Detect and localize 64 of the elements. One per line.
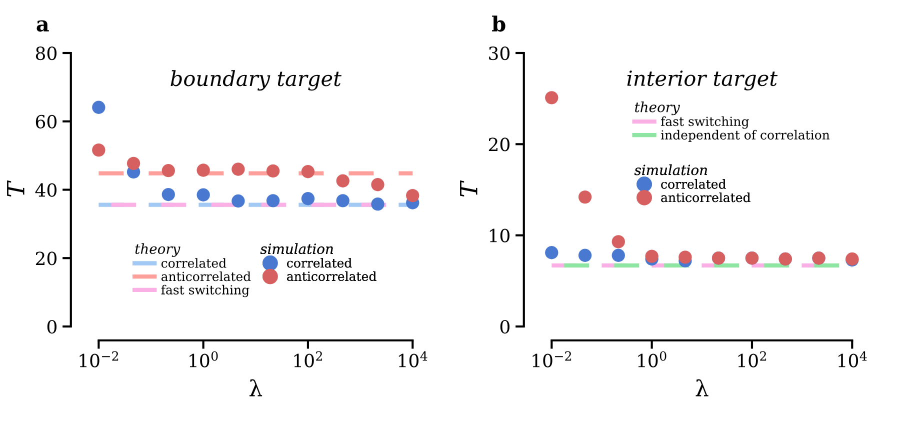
text: theory bbox=[635, 102, 680, 116]
text: interior target bbox=[627, 70, 778, 90]
y-tick-label: 60 bbox=[36, 114, 56, 128]
point bbox=[266, 164, 280, 178]
point bbox=[301, 165, 315, 178]
y-tick-label: 0 bbox=[47, 320, 56, 334]
point bbox=[645, 250, 658, 263]
x-tick-label: 10$^{0}$ bbox=[638, 351, 666, 368]
point bbox=[301, 192, 315, 206]
text: simulation bbox=[634, 164, 708, 176]
y-axis-title: T bbox=[7, 180, 24, 196]
point bbox=[232, 162, 245, 176]
point bbox=[126, 156, 140, 170]
legend-label: correlated bbox=[661, 179, 726, 189]
x-axis-title: λ bbox=[250, 379, 262, 396]
point bbox=[162, 164, 175, 178]
point bbox=[266, 194, 280, 208]
point bbox=[371, 198, 384, 211]
point bbox=[406, 188, 420, 202]
point bbox=[545, 91, 558, 104]
point bbox=[612, 248, 625, 262]
point bbox=[612, 235, 625, 248]
x-tick-label: 10$^{4}$ bbox=[838, 351, 867, 368]
point bbox=[678, 250, 692, 264]
legend-label: anticorrelated bbox=[287, 271, 376, 282]
legend-label: anticorrelated bbox=[161, 271, 251, 282]
y-axis-title: T bbox=[460, 180, 478, 196]
point bbox=[232, 194, 245, 208]
point bbox=[578, 248, 592, 262]
point bbox=[196, 164, 210, 177]
point bbox=[578, 190, 592, 204]
y-tick-label: 20 bbox=[36, 252, 56, 266]
legend-label: correlated bbox=[161, 258, 226, 268]
point bbox=[545, 246, 558, 260]
y-tick-label: 20 bbox=[488, 138, 510, 152]
point bbox=[92, 100, 106, 114]
point bbox=[92, 143, 106, 157]
text: b bbox=[492, 16, 506, 32]
point bbox=[196, 188, 210, 202]
text: boundary target bbox=[170, 70, 342, 91]
y-tick-label: 80 bbox=[36, 46, 56, 60]
x-tick-label: 10$^{2}$ bbox=[294, 351, 322, 368]
point bbox=[336, 174, 350, 188]
legend-label: fast switching bbox=[161, 284, 250, 298]
point bbox=[336, 194, 350, 208]
text: simulation bbox=[260, 243, 333, 254]
x-tick-label: 10$^{−2}$ bbox=[532, 351, 572, 368]
y-tick-label: 10 bbox=[490, 228, 510, 242]
legend-label: fast switching bbox=[660, 116, 749, 129]
y-tick-label: 30 bbox=[489, 46, 510, 60]
legend-label: independent of correlation bbox=[660, 130, 830, 142]
x-tick-label: 10$^{0}$ bbox=[190, 351, 218, 368]
legend-label: correlated bbox=[287, 258, 352, 268]
text: a bbox=[36, 20, 49, 32]
y-tick-label: 40 bbox=[35, 183, 56, 197]
x-tick-label: 10$^{4}$ bbox=[398, 351, 428, 368]
x-tick-label: 10$^{2}$ bbox=[738, 351, 766, 368]
point bbox=[162, 188, 175, 202]
y-tick-label: 0 bbox=[500, 320, 510, 334]
text: theory bbox=[135, 243, 180, 257]
point bbox=[371, 178, 384, 192]
legend-label: anticorrelated bbox=[661, 192, 750, 202]
x-axis-title: λ bbox=[696, 379, 708, 396]
x-tick-label: 10$^{−2}$ bbox=[80, 351, 118, 368]
